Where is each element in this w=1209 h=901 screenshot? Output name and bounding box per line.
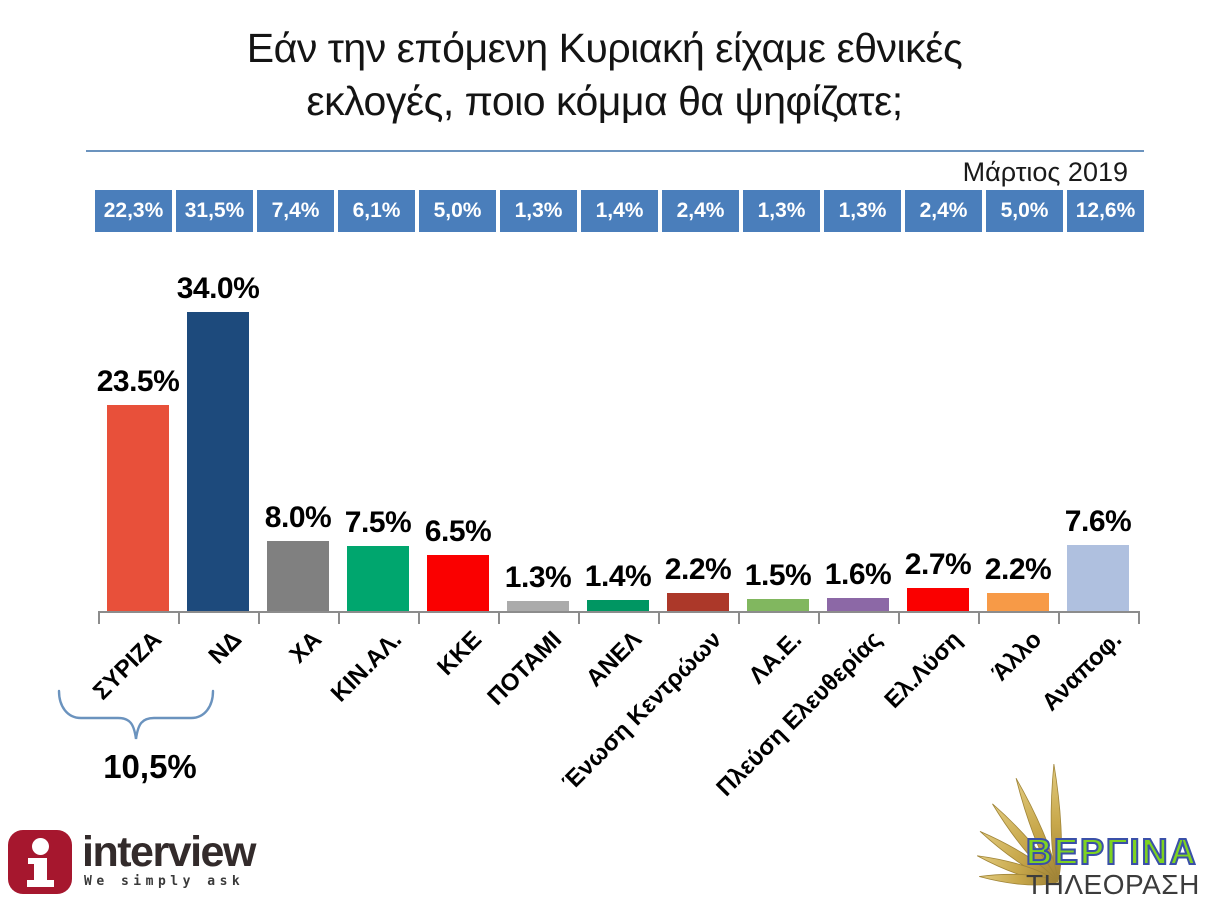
axis-tick bbox=[898, 611, 900, 624]
axis-tick bbox=[178, 611, 180, 624]
axis-tick bbox=[338, 611, 340, 624]
page-title-line2: εκλογές, ποιο κόμμα θα ψηφίζατε; bbox=[306, 78, 903, 124]
bar-value-label: 6.5% bbox=[424, 515, 492, 548]
prev-value-box: 22,3% bbox=[95, 190, 172, 232]
bar-value-label: 8.0% bbox=[264, 501, 332, 534]
bar bbox=[747, 599, 809, 612]
prev-value-box: 6,1% bbox=[338, 190, 415, 232]
bar-value-label: 2.2% bbox=[984, 553, 1052, 586]
bar-value-label: 7.6% bbox=[1064, 505, 1132, 538]
interview-logo-icon bbox=[8, 830, 72, 894]
bar-value-label: 2.7% bbox=[904, 548, 972, 581]
axis-tick bbox=[738, 611, 740, 624]
prev-value-box: 31,5% bbox=[176, 190, 253, 232]
interview-tagline: We simply ask bbox=[84, 874, 245, 889]
bar bbox=[1067, 545, 1129, 612]
vergina-sun-icon bbox=[976, 764, 1062, 886]
x-axis-line bbox=[98, 611, 1140, 613]
bar bbox=[987, 593, 1049, 612]
prev-value-box: 1,3% bbox=[743, 190, 820, 232]
axis-tick bbox=[258, 611, 260, 624]
bar bbox=[827, 598, 889, 612]
prev-value-box: 7,4% bbox=[257, 190, 334, 232]
axis-tick bbox=[658, 611, 660, 624]
bar-value-label: 23.5% bbox=[96, 365, 180, 398]
bar bbox=[667, 593, 729, 612]
prev-value-box: 12,6% bbox=[1067, 190, 1144, 232]
prev-value-box: 5,0% bbox=[986, 190, 1063, 232]
bar bbox=[187, 312, 249, 612]
interview-brand: interview bbox=[82, 828, 256, 876]
date-label: Μάρτιος 2019 bbox=[962, 157, 1128, 187]
interview-i-serif bbox=[28, 858, 36, 864]
title-separator bbox=[86, 150, 1144, 152]
axis-tick bbox=[1058, 611, 1060, 624]
brace-value-label: 10,5% bbox=[103, 748, 197, 785]
axis-tick bbox=[1138, 611, 1140, 624]
axis-tick bbox=[418, 611, 420, 624]
axis-tick bbox=[978, 611, 980, 624]
interview-i-stem bbox=[34, 858, 47, 883]
bar-value-label: 7.5% bbox=[344, 506, 412, 539]
bar bbox=[507, 601, 569, 612]
bar bbox=[427, 555, 489, 612]
bar-value-label: 1.3% bbox=[504, 561, 572, 594]
prev-value-box: 2,4% bbox=[905, 190, 982, 232]
vergina-subtitle: ΤΗΛΕΟΡΑΣΗ bbox=[1026, 869, 1200, 900]
prev-value-box: 5,0% bbox=[419, 190, 496, 232]
prev-value-box: 1,3% bbox=[824, 190, 901, 232]
page-title-line1: Εάν την επόμενη Κυριακή είχαμε εθνικές bbox=[246, 25, 963, 71]
bar bbox=[907, 588, 969, 612]
vergina-brand: ΒΕΡΓΙΝΑ bbox=[1025, 830, 1198, 873]
prev-value-box: 2,4% bbox=[662, 190, 739, 232]
axis-tick bbox=[498, 611, 500, 624]
interview-i-dot bbox=[32, 838, 49, 855]
bar-value-label: 2.2% bbox=[664, 553, 732, 586]
axis-tick bbox=[578, 611, 580, 624]
group-brace-icon bbox=[57, 689, 215, 740]
bar bbox=[267, 541, 329, 612]
bar bbox=[107, 405, 169, 612]
interview-i-base bbox=[27, 880, 54, 887]
bar-value-label: 1.4% bbox=[584, 560, 652, 593]
prev-value-box: 1,4% bbox=[581, 190, 658, 232]
bar bbox=[587, 600, 649, 612]
bar-value-label: 1.5% bbox=[744, 559, 812, 592]
axis-tick bbox=[818, 611, 820, 624]
prev-value-box: 1,3% bbox=[500, 190, 577, 232]
axis-tick bbox=[98, 611, 100, 624]
bar bbox=[347, 546, 409, 612]
bar-value-label: 34.0% bbox=[176, 272, 260, 305]
page-title: Εάν την επόμενη Κυριακή είχαμε εθνικές ε… bbox=[0, 22, 1209, 128]
bar-value-label: 1.6% bbox=[824, 558, 892, 591]
